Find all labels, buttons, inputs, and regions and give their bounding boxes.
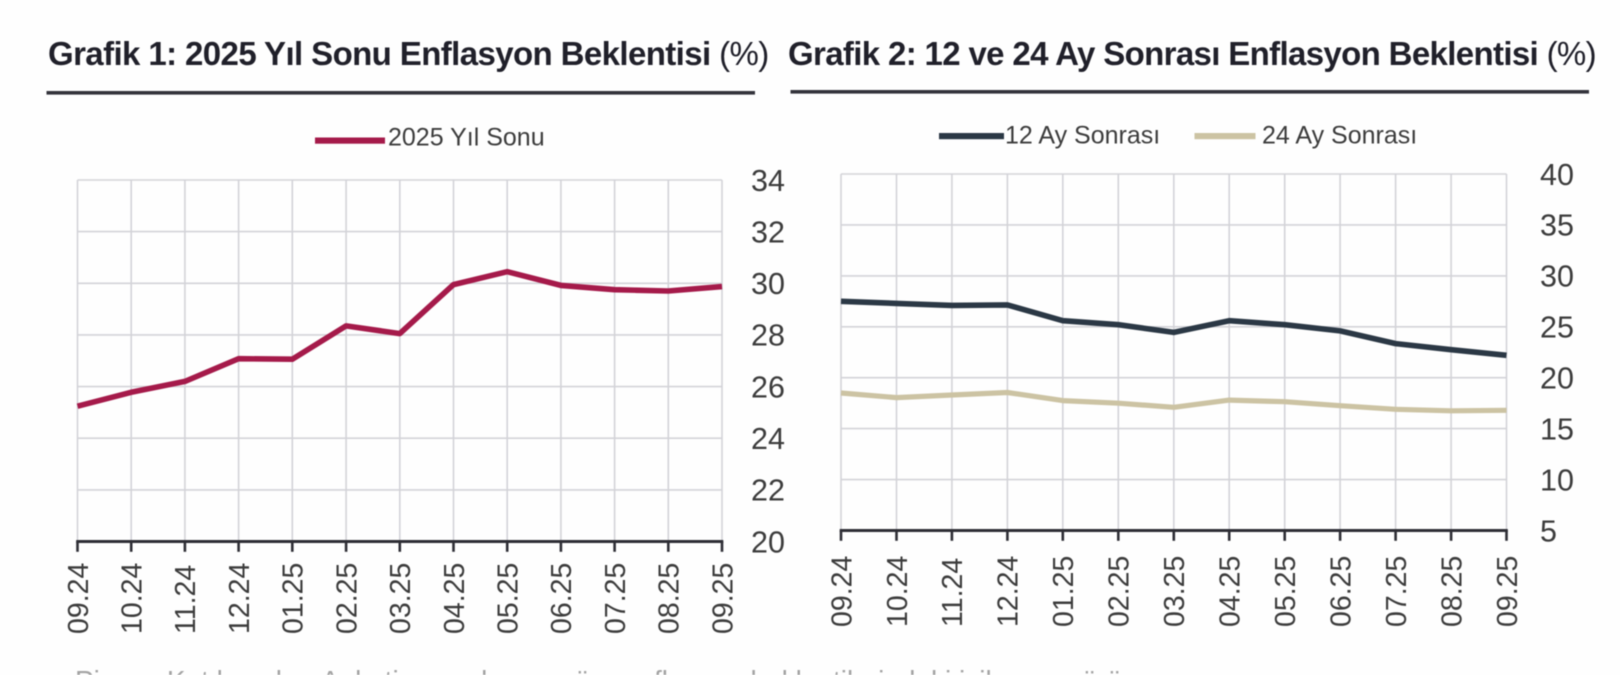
svg-text:26: 26: [751, 370, 785, 404]
svg-text:04.25: 04.25: [1215, 556, 1247, 627]
svg-text:20: 20: [751, 525, 785, 559]
svg-text:12 Ay Sonrası: 12 Ay Sonrası: [1005, 122, 1160, 150]
svg-text:01.25: 01.25: [278, 563, 310, 634]
svg-text:40: 40: [1540, 158, 1574, 192]
svg-text:10.24: 10.24: [117, 563, 149, 634]
svg-text:06.25: 06.25: [1325, 556, 1357, 627]
svg-text:22: 22: [751, 474, 785, 508]
svg-text:2025 Yıl Sonu: 2025 Yıl Sonu: [388, 124, 545, 152]
svg-text:01.25: 01.25: [1048, 556, 1080, 627]
svg-text:03.25: 03.25: [385, 563, 417, 634]
svg-text:32: 32: [751, 215, 785, 249]
svg-text:09.25: 09.25: [1492, 556, 1524, 627]
svg-text:Grafik 2: 12 ve 24 Ay Sonrası: Grafik 2: 12 ve 24 Ay Sonrası Enflasyon …: [788, 35, 1596, 72]
svg-text:12.24: 12.24: [993, 556, 1025, 627]
svg-text:11.24: 11.24: [937, 558, 969, 627]
svg-text:02.25: 02.25: [1104, 556, 1136, 627]
svg-text:03.25: 03.25: [1159, 556, 1191, 627]
svg-text:10: 10: [1540, 463, 1574, 497]
svg-text:34: 34: [751, 164, 785, 198]
svg-text:10.24: 10.24: [882, 556, 914, 627]
svg-text:08.25: 08.25: [654, 563, 686, 634]
svg-text:09.25: 09.25: [707, 563, 739, 634]
svg-text:15: 15: [1540, 412, 1574, 446]
svg-text:20: 20: [1540, 362, 1574, 396]
svg-text:12.24: 12.24: [224, 563, 256, 634]
svg-text:04.25: 04.25: [439, 563, 471, 634]
svg-text:30: 30: [1540, 260, 1574, 294]
svg-text:05.25: 05.25: [493, 563, 525, 634]
svg-text:24: 24: [751, 422, 785, 456]
svg-text:28: 28: [751, 319, 785, 353]
svg-text:07.25: 07.25: [600, 563, 632, 634]
svg-text:30: 30: [751, 267, 785, 301]
svg-text:09.24: 09.24: [63, 563, 95, 634]
svg-text:24 Ay Sonrası: 24 Ay Sonrası: [1262, 122, 1417, 150]
svg-text:05.25: 05.25: [1270, 556, 1302, 627]
svg-text:09.24: 09.24: [826, 556, 858, 627]
svg-text:07.25: 07.25: [1381, 556, 1413, 627]
svg-text:11.24: 11.24: [170, 565, 202, 634]
svg-text:08.25: 08.25: [1436, 556, 1468, 627]
svg-text:25: 25: [1540, 311, 1574, 345]
svg-text:5: 5: [1540, 514, 1557, 548]
svg-text:Grafik 1: 2025 Yıl Sonu Enflas: Grafik 1: 2025 Yıl Sonu Enflasyon Beklen…: [48, 35, 769, 72]
svg-text:35: 35: [1540, 209, 1574, 243]
svg-text:Piyasa Katılımcıları Anketi so: Piyasa Katılımcıları Anketi sonuçlarına …: [75, 665, 1161, 675]
svg-text:02.25: 02.25: [331, 563, 363, 634]
svg-text:06.25: 06.25: [546, 563, 578, 634]
